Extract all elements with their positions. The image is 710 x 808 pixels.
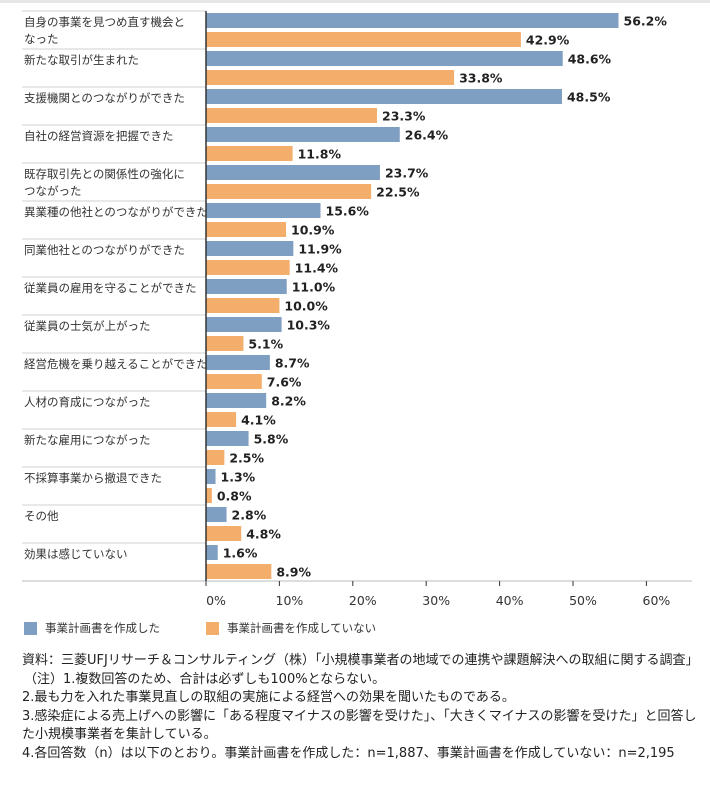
category-label: 自身の事業を見つめ直す機会となった	[24, 15, 185, 46]
value-label-not-created: 10.9%	[291, 223, 335, 238]
x-tick-label: 30%	[422, 593, 450, 608]
note-4: 4.各回答数（n）は以下のとおり。事業計画書を作成した：n=1,887、事業計画…	[22, 745, 675, 761]
bar-created	[206, 51, 563, 66]
value-label-created: 48.6%	[568, 52, 612, 67]
x-tick-label: 10%	[276, 593, 304, 608]
legend-item-created: 事業計画書を作成した	[24, 620, 160, 636]
legend-item-not-created: 事業計画書を作成していない	[206, 620, 376, 636]
bar-not-created	[206, 412, 237, 427]
value-label-not-created: 7.6%	[267, 375, 302, 390]
category-label: 新たな取引が生まれた	[24, 53, 139, 67]
value-label-not-created: 4.8%	[246, 527, 281, 542]
value-label-not-created: 22.5%	[376, 185, 420, 200]
bar-not-created	[206, 526, 242, 541]
category-label: 自社の経営資源を把握できた	[24, 129, 174, 143]
value-label-not-created: 2.5%	[229, 451, 264, 466]
value-label-created: 56.2%	[624, 14, 668, 29]
value-label-not-created: 33.8%	[459, 71, 503, 86]
legend-label-not-created: 事業計画書を作成していない	[227, 621, 377, 635]
value-label-not-created: 42.9%	[526, 33, 570, 48]
bar-created	[206, 127, 400, 142]
bar-created	[206, 89, 562, 104]
bar-not-created	[206, 336, 244, 351]
value-label-created: 8.2%	[271, 394, 306, 409]
value-label-created: 1.3%	[221, 470, 256, 485]
category-label: 既存取引先との関係性の強化につながった	[24, 167, 185, 198]
value-label-created: 2.8%	[232, 508, 267, 523]
category-label: 新たな雇用につながった	[24, 433, 151, 447]
value-label-not-created: 11.4%	[295, 261, 339, 276]
bar-not-created	[206, 222, 287, 237]
value-label-not-created: 10.0%	[284, 299, 328, 314]
legend-swatch-created	[24, 621, 37, 635]
top-border	[0, 0, 710, 3]
category-label: その他	[24, 509, 59, 523]
category-label: 従業員の士気が上がった	[24, 319, 151, 333]
value-label-not-created: 8.9%	[276, 565, 311, 580]
bar-not-created	[206, 298, 280, 313]
bar-created	[206, 393, 267, 408]
value-label-not-created: 0.8%	[217, 489, 252, 504]
value-label-created: 1.6%	[223, 546, 258, 561]
value-label-created: 23.7%	[385, 166, 429, 181]
value-label-created: 11.9%	[298, 242, 342, 257]
value-label-created: 26.4%	[405, 128, 449, 143]
value-label-created: 5.8%	[254, 432, 289, 447]
x-tick-label: 40%	[496, 593, 524, 608]
bar-not-created	[206, 184, 372, 199]
bar-created	[206, 165, 380, 180]
category-label: 不採算事業から撤退できた	[24, 471, 162, 485]
legend: 事業計画書を作成した 事業計画書を作成していない	[24, 620, 376, 636]
note-3: 3.感染症による売上げへの影響に「ある程度マイナスの影響を受けた」、「大きくマイ…	[22, 708, 697, 743]
value-label-created: 11.0%	[292, 280, 336, 295]
bar-created	[206, 279, 287, 294]
bar-not-created	[206, 450, 225, 465]
x-tick-label: 0%	[206, 593, 226, 608]
category-label: 支援機関とのつながりができた	[24, 91, 185, 105]
note-2: 2.最も力を入れた事業見直しの取組の実施による経営への効果を聞いたものである。	[22, 690, 515, 705]
bar-not-created	[206, 108, 378, 123]
value-label-not-created: 11.8%	[298, 147, 342, 162]
legend-label-created: 事業計画書を作成した	[45, 621, 160, 635]
x-tick-label: 20%	[349, 593, 377, 608]
bar-not-created	[206, 70, 455, 85]
bar-not-created	[206, 260, 290, 275]
category-label: 従業員の雇用を守ることができた	[24, 281, 197, 295]
category-label: 効果は感じていない	[24, 547, 128, 561]
value-label-not-created: 4.1%	[241, 413, 276, 428]
value-label-not-created: 23.3%	[382, 109, 426, 124]
x-tick-label: 50%	[569, 593, 597, 608]
bar-created	[206, 203, 321, 218]
bar-created	[206, 317, 282, 332]
bar-not-created	[206, 146, 293, 161]
category-label: 異業種の他社とのつながりができた	[24, 205, 208, 219]
bar-created	[206, 431, 249, 446]
notes: 資料：三菱UFJリサーチ＆コンサルティング（株）「小規模事業者の地域での連携や課…	[22, 652, 702, 763]
source-note: 資料：三菱UFJリサーチ＆コンサルティング（株）「小規模事業者の地域での連携や課…	[22, 653, 699, 668]
bar-created	[206, 469, 216, 484]
bar-not-created	[206, 374, 262, 389]
bar-not-created	[206, 32, 521, 47]
bar-not-created	[206, 488, 212, 503]
bar-created	[206, 355, 270, 370]
note-1: （注）1.複数回答のため、合計は必ずしも100%とならない。	[24, 671, 386, 687]
category-label: 人材の育成につながった	[24, 395, 151, 409]
bar-chart: 自身の事業を見つめ直す機会となった 56.2% 42.9% 新たな取引が生まれた 48.…	[22, 10, 692, 608]
bar-created	[206, 507, 227, 522]
x-tick-label: 60%	[643, 593, 671, 608]
value-label-created: 8.7%	[275, 356, 310, 371]
value-label-created: 10.3%	[287, 318, 331, 333]
category-label: 経営危機を乗り越えることができた	[24, 357, 208, 371]
bar-created	[206, 241, 294, 256]
category-label: 同業他社とのつながりができた	[24, 243, 185, 257]
legend-swatch-not-created	[206, 621, 219, 635]
value-label-not-created: 5.1%	[248, 337, 283, 352]
bar-created	[206, 545, 218, 560]
bar-not-created	[206, 564, 272, 579]
value-label-created: 15.6%	[326, 204, 370, 219]
bar-created	[206, 13, 619, 28]
value-label-created: 48.5%	[567, 90, 611, 105]
